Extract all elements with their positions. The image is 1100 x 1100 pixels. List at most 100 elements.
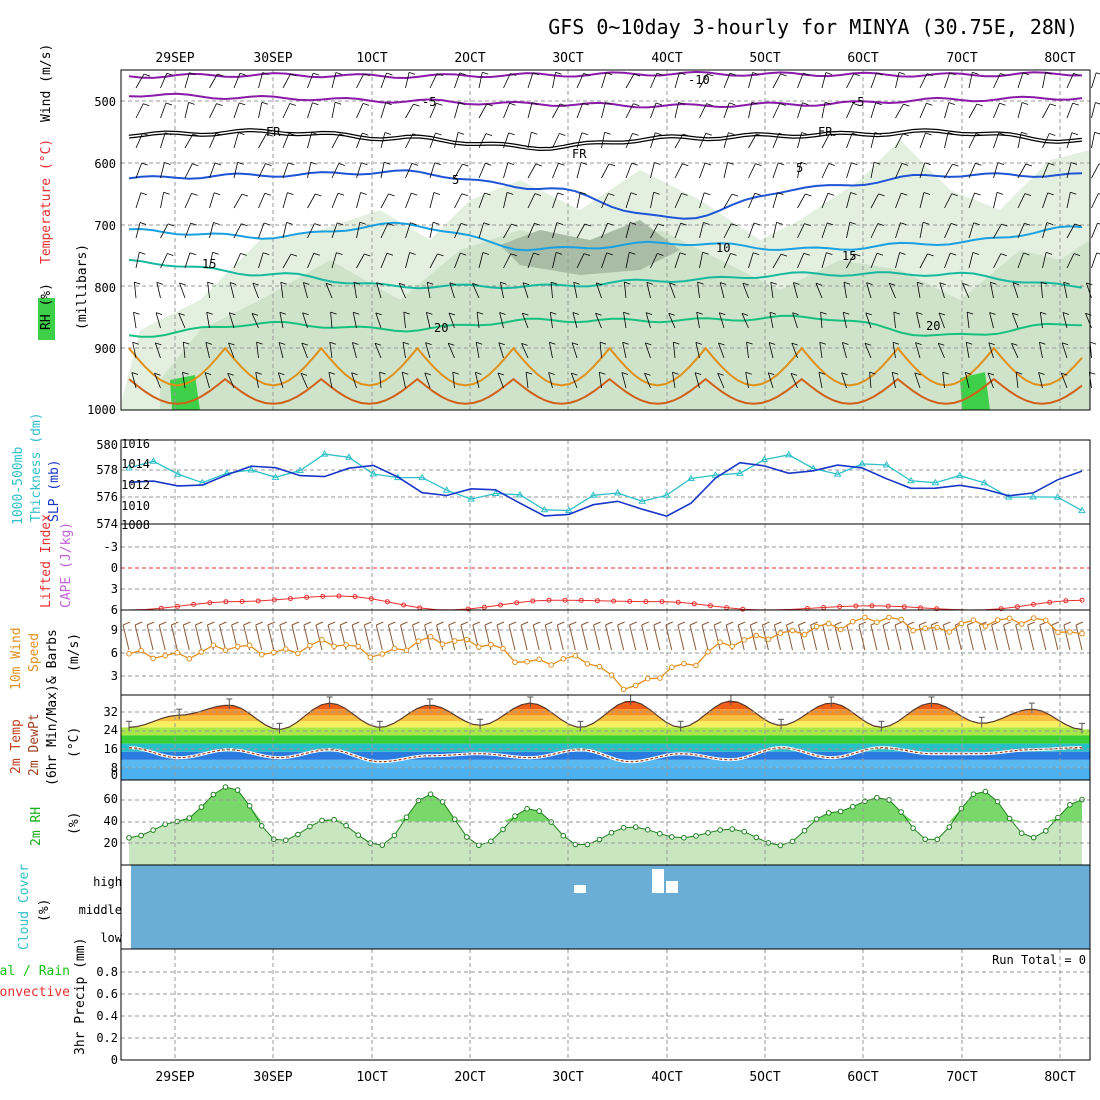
lifted-index-marker: [384, 599, 390, 605]
wind-barb: [478, 103, 488, 119]
wind-barb-flag: [325, 282, 333, 286]
wind-barb-flag: [742, 282, 749, 286]
wind-barb-flag: [852, 103, 860, 106]
rh-marker: [632, 824, 639, 830]
wind-tick-label: 9: [111, 623, 118, 637]
wind-barb: [718, 342, 725, 359]
wind-barb: [160, 192, 164, 209]
wind-barb: [429, 103, 437, 119]
wind-barb: [1066, 253, 1075, 269]
wind-barb: [768, 342, 774, 359]
wind-barb: [255, 372, 259, 389]
rh-tick-label: 20: [104, 836, 118, 850]
wind-barb-flag: [424, 372, 431, 376]
wind-barb-flag: [217, 73, 224, 77]
surface-barb-flag: [122, 621, 131, 626]
wind-barb-flag: [558, 162, 565, 166]
precip-frame: [120, 948, 1091, 1061]
wind-barb: [914, 372, 921, 389]
wind-barb-flag: [532, 72, 540, 76]
wind-barb: [405, 103, 414, 119]
wind-barb-flag: [167, 223, 175, 227]
thickness-marker: [613, 489, 622, 496]
wind-barb-flag: [476, 311, 484, 315]
wind-barb: [797, 72, 804, 89]
wind-barb: [891, 372, 896, 389]
wind-barb-flag: [717, 372, 724, 376]
wind-barb-flag: [336, 252, 343, 255]
wind-barb-flag: [263, 222, 271, 226]
surface-barb: [834, 624, 842, 651]
wind-barb: [356, 222, 361, 239]
wind-barb: [821, 72, 827, 89]
rh-marker: [271, 836, 277, 843]
wind-barb: [846, 192, 851, 209]
wind-barb: [155, 312, 161, 329]
surface-barb-flag: [653, 621, 661, 626]
wind-barb-flag: [498, 342, 505, 346]
wind-barb-flag: [951, 193, 958, 197]
wind-barb: [233, 102, 240, 119]
wind-barb: [869, 372, 872, 389]
wind-barb-flag: [191, 193, 198, 196]
wind-barb-flag: [990, 281, 997, 285]
wind-barb-flag: [745, 371, 752, 375]
slp-label: SLP (mb): [47, 459, 62, 522]
temperature-contours: [128, 70, 1083, 405]
wind-barb: [380, 162, 385, 179]
wind-barb: [699, 103, 707, 119]
wind-barb: [521, 343, 529, 359]
wind-barb: [723, 73, 731, 89]
wind-barb: [821, 163, 830, 179]
wind-barb-flag: [386, 72, 393, 76]
lifted-index-marker: [659, 599, 665, 605]
bottom-date-label: 2OCT: [454, 1070, 485, 1085]
wind-barb: [595, 282, 602, 299]
wind-barb-flag: [452, 371, 459, 375]
wind-barb-flag: [167, 253, 174, 256]
lifted-index-marker: [885, 603, 891, 609]
surface-barb: [870, 624, 878, 651]
wind-barb: [135, 162, 143, 179]
wind-barb: [797, 253, 805, 269]
wind-barb: [944, 193, 953, 209]
wind-barb: [1091, 72, 1097, 89]
lifted-index-marker: [498, 602, 503, 608]
wind-barb: [895, 222, 901, 239]
wind-barb: [625, 252, 630, 269]
wind-barb: [331, 133, 340, 149]
surface-barb: [194, 624, 202, 651]
wind-barb-flag: [289, 103, 296, 106]
wind-barb: [282, 103, 291, 119]
wind-barb-flag: [251, 313, 259, 316]
thickness-marker: [1004, 493, 1013, 500]
surface-barb: [400, 624, 407, 651]
wind-barb: [552, 222, 558, 239]
wind-barb: [576, 192, 581, 209]
wind-barb: [184, 252, 191, 269]
wind-barb: [1042, 252, 1047, 269]
wind-barb: [380, 132, 386, 149]
wind-barb: [625, 73, 635, 89]
surface-barb: [387, 624, 395, 651]
wind-barb-flag: [746, 341, 753, 345]
wind-label-b: Speed: [27, 633, 42, 672]
wind-barb: [895, 133, 904, 149]
wind-barb: [842, 312, 847, 329]
wind-barb-flag: [1038, 372, 1045, 375]
wind-barb-flag: [656, 72, 663, 76]
wind-barb: [228, 342, 235, 359]
wind-barb: [548, 372, 553, 389]
wind-barb: [723, 132, 729, 149]
wind-barb-flag: [510, 253, 517, 257]
surface-barb: [412, 624, 419, 651]
wind-barb: [846, 103, 854, 119]
chart-title: GFS 0~10day 3-hourly for MINYA (30.75E, …: [548, 15, 1078, 39]
wind-barb: [797, 162, 802, 179]
wind-barb: [819, 342, 823, 359]
wind-barb: [968, 252, 974, 269]
lifted-index-marker: [627, 598, 633, 604]
wind-barb: [527, 102, 533, 119]
wind-barb: [282, 162, 289, 179]
